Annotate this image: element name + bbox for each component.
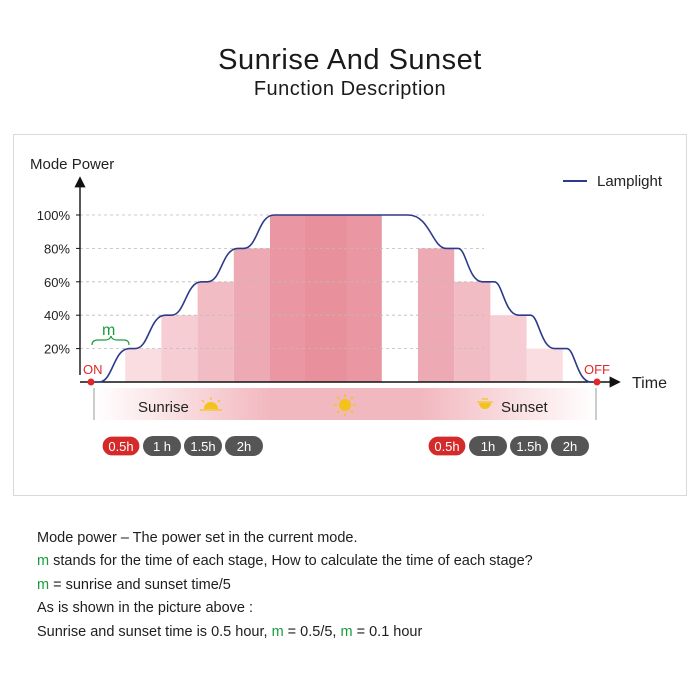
duration-option-pill[interactable]: 1h	[469, 436, 507, 456]
sunrise-band	[94, 388, 270, 420]
duration-option-pill[interactable]: 2h	[225, 436, 263, 456]
duration-option-label: 0.5h	[434, 439, 459, 454]
sunrise-sunset-chart: Mode Power Time 100%80%60%40%20% ON OFF …	[30, 156, 667, 457]
off-dot	[593, 378, 601, 386]
chart-panel: Mode Power Time 100% 80% 60% 40% 20% ON OFF …	[13, 134, 687, 496]
stage-width-label: m	[102, 322, 115, 339]
stage-bar	[305, 215, 347, 382]
duration-option-pill[interactable]: 2h	[551, 436, 589, 456]
m-symbol: m	[37, 577, 50, 593]
note-line-1: Mode power – The power set in the curren…	[37, 530, 358, 546]
stage-bar	[490, 315, 527, 382]
m-symbol: m	[271, 624, 284, 640]
note-line-2-text: stands for the time of each stage, How t…	[49, 553, 533, 569]
phase-band: Sunrise S	[93, 388, 597, 420]
sunset-label: Sunset	[501, 399, 549, 416]
note-line-3: m = sunrise and sunset time/5	[37, 577, 231, 593]
m-symbol: m	[37, 553, 50, 569]
stage-bars	[125, 215, 563, 382]
page-subtitle: Function Description	[253, 78, 447, 100]
gridlines	[80, 214, 484, 350]
page-title: Sunrise And Sunset	[218, 44, 482, 76]
duration-option-label: 1 h	[153, 439, 171, 454]
duration-option-pill[interactable]: 1.5h	[184, 436, 222, 456]
on-label: ON	[83, 362, 103, 377]
note-line-3-text: = sunrise and sunset time/5	[49, 577, 231, 593]
sunrise-icon	[200, 397, 222, 411]
axes	[74, 176, 621, 388]
lamplight-line	[91, 214, 597, 383]
stage-bar	[526, 348, 563, 382]
off-label: OFF	[584, 362, 610, 377]
m-symbol: m	[340, 624, 353, 640]
sunset-duration-options: 0.5h 1h 1.5h 2h	[427, 435, 589, 457]
stage-bar	[161, 315, 198, 382]
note-line-4: As is shown in the picture above :	[37, 600, 254, 616]
duration-option-pill[interactable]: 1.5h	[510, 436, 548, 456]
duration-option-label: 1h	[481, 439, 495, 454]
duration-option-pill[interactable]: 1 h	[143, 436, 181, 456]
stage-width-brace	[91, 335, 130, 346]
sun-icon	[334, 394, 356, 416]
note-line-5: Sunrise and sunset time is 0.5 hour, m =…	[37, 624, 422, 640]
duration-option-label: 1.5h	[516, 439, 541, 454]
y-tick-label: 100%	[37, 208, 71, 223]
duration-option-label: 2h	[563, 439, 577, 454]
sunset-band	[420, 388, 596, 420]
duration-option-pill[interactable]: 0.5h	[101, 435, 141, 457]
duration-option-label: 0.5h	[108, 439, 133, 454]
y-axis-title: Mode Power	[30, 156, 114, 173]
x-axis-title: Time	[632, 375, 667, 392]
note-line-5-a: Sunrise and sunset time is 0.5 hour,	[37, 624, 272, 640]
y-ticks: 100% 80% 60% 40% 20%	[37, 208, 80, 357]
note-line-5-c: = 0.1 hour	[352, 624, 423, 640]
legend: Lamplight	[563, 173, 663, 190]
sunrise-duration-options: 0.5h 1 h 1.5h 2h	[101, 435, 263, 457]
stage-bar	[125, 348, 162, 382]
duration-option-label: 2h	[237, 439, 251, 454]
y-tick-label: 60%	[44, 275, 70, 290]
note-line-5-b: = 0.5/5,	[283, 624, 341, 640]
on-dot	[87, 378, 95, 386]
y-tick-label: 20%	[44, 342, 70, 357]
duration-option-pill[interactable]: 0.5h	[427, 435, 467, 457]
sunrise-label: Sunrise	[138, 399, 189, 416]
y-tick-label: 80%	[44, 241, 70, 256]
sunset-icon	[477, 398, 493, 409]
stage-bar	[454, 281, 491, 382]
legend-label: Lamplight	[597, 173, 663, 190]
y-tick-label: 40%	[44, 308, 70, 323]
note-line-2: m stands for the time of each stage, How…	[37, 553, 533, 569]
stage-bar	[197, 281, 234, 382]
stage-bar	[233, 248, 270, 382]
duration-option-label: 1.5h	[190, 439, 215, 454]
